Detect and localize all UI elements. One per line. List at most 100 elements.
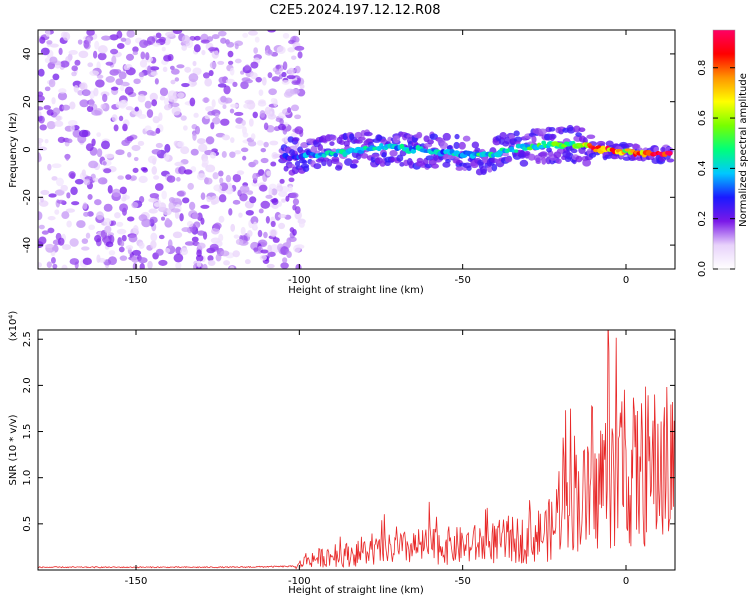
- spectrogram-cell: [242, 155, 247, 161]
- spectrogram-cell: [174, 77, 180, 82]
- spectrogram-cell: [201, 49, 206, 56]
- spectrogram-cell: [226, 41, 235, 48]
- spectrogram-cell: [52, 73, 60, 81]
- spectrogram-cell: [133, 78, 141, 85]
- spectrogram-cell: [62, 31, 71, 41]
- spectrogram-cell: [240, 70, 245, 75]
- spectrogram-cell: [260, 147, 267, 153]
- spectrogram-cell: [292, 204, 297, 211]
- spectrogram-cell: [46, 109, 55, 116]
- spectrogram-cell: [202, 263, 208, 269]
- spectrogram-cell: [147, 155, 157, 164]
- spectrogram-cell: [78, 50, 89, 59]
- spectrogram-cell: [211, 49, 219, 59]
- spectrogram-cell: [118, 71, 127, 80]
- spectrogram-cell: [213, 222, 222, 230]
- spectrogram-cell: [277, 201, 282, 207]
- spectrogram-cell: [230, 137, 235, 143]
- y-tick-label: 2.5: [22, 331, 33, 347]
- spectrogram-cell: [176, 92, 185, 99]
- spectrogram-cell: [193, 112, 199, 118]
- spectrogram-cell: [276, 45, 286, 54]
- spectrogram-cell: [107, 185, 113, 194]
- spectrogram-cell: [68, 50, 78, 55]
- spectrogram-cell: [187, 182, 194, 190]
- spectrogram-cell: [287, 107, 292, 114]
- spectrogram-cell: [219, 177, 224, 184]
- colorbar-tick-label: 0.4: [697, 160, 708, 176]
- spectrogram-cell: [58, 88, 67, 94]
- y-tick-label: 0.5: [22, 516, 33, 532]
- spectrogram-cell: [146, 36, 156, 45]
- spectrogram-cell: [61, 264, 68, 269]
- spectrogram-cell: [176, 64, 185, 69]
- spectrogram-cell: [278, 222, 286, 230]
- colorbar-tick-label: 0.0: [697, 261, 708, 277]
- spectrogram-cell: [126, 135, 134, 142]
- spectrogram-cell: [171, 106, 181, 116]
- spectrogram-cell: [454, 133, 460, 140]
- spectrogram-cell: [170, 208, 181, 213]
- spectrogram-cell: [218, 170, 224, 177]
- spectrogram-cell: [40, 47, 50, 56]
- spectrogram-cell: [180, 115, 187, 121]
- spectrogram-cell: [94, 199, 102, 206]
- spectrogram-cell: [210, 200, 217, 206]
- spectrogram-cell: [165, 31, 175, 37]
- y-tick-label: -20: [22, 189, 33, 205]
- spectrogram-cell: [531, 135, 537, 144]
- spectrogram-cell: [107, 256, 117, 266]
- spectrogram-cell: [100, 103, 106, 110]
- spectrogram-cell: [194, 125, 201, 135]
- spectrogram-cell: [137, 257, 148, 264]
- spectrogram-cell: [212, 117, 221, 125]
- spectrogram-cell: [288, 177, 295, 183]
- spectrogram-cell: [442, 132, 451, 141]
- spectrogram-cell: [541, 156, 547, 165]
- spectrogram-cell: [271, 188, 278, 196]
- spectrogram-cell: [111, 114, 118, 122]
- spectrogram-cell: [38, 153, 42, 162]
- snr-y-axis: 0.5 1.0 1.5 2.0 2.5: [22, 331, 675, 532]
- colorbar-strip: [713, 30, 735, 269]
- spectrogram-cell: [248, 30, 258, 36]
- spectrogram-cell: [74, 59, 81, 66]
- spectrogram-cell: [192, 67, 202, 76]
- spectrogram-cell: [222, 134, 231, 141]
- spectrogram-cell: [55, 115, 63, 121]
- spectrogram-cell: [270, 161, 277, 167]
- spectrogram-cell: [209, 61, 217, 69]
- spectrogram-cell: [102, 93, 108, 103]
- spectrogram-cell: [88, 160, 99, 169]
- spectrogram-cell: [229, 265, 235, 269]
- spectrogram-cell: [155, 142, 163, 149]
- snr-y-multiplier: (x10⁴): [8, 311, 19, 342]
- spectrogram-cell: [235, 238, 244, 246]
- spectrogram-cell: [267, 244, 272, 253]
- spectrogram-cell: [117, 175, 124, 180]
- spectrogram-cell: [200, 204, 210, 209]
- spectrogram-cell: [46, 261, 52, 268]
- spectrogram-cell: [232, 250, 240, 258]
- spectrogram-cell: [455, 166, 464, 171]
- spectrogram-cell: [139, 39, 149, 49]
- spectrogram-cell: [147, 65, 152, 74]
- spectrogram-cell: [70, 124, 75, 133]
- spectrogram-cell: [180, 146, 190, 155]
- x-tick-label: -50: [454, 576, 470, 587]
- spectrogram-cell: [251, 181, 259, 187]
- spectrogram-cell: [271, 76, 280, 82]
- spectrogram-cell: [38, 211, 43, 221]
- spectrogram-cell: [250, 72, 258, 80]
- spectrogram-cell: [132, 225, 139, 234]
- spectrogram-cell: [193, 44, 201, 53]
- spectrogram-cell: [191, 81, 198, 86]
- spectrogram-cell: [110, 86, 119, 91]
- spectrogram-cell: [458, 141, 466, 150]
- spectrogram-cell: [38, 236, 47, 245]
- spectrogram-cell: [145, 52, 150, 61]
- spectrogram-cell: [330, 134, 337, 141]
- spectrogram-cell: [119, 186, 127, 195]
- spectrogram-cell: [105, 76, 115, 83]
- spectrogram-cell: [131, 201, 139, 209]
